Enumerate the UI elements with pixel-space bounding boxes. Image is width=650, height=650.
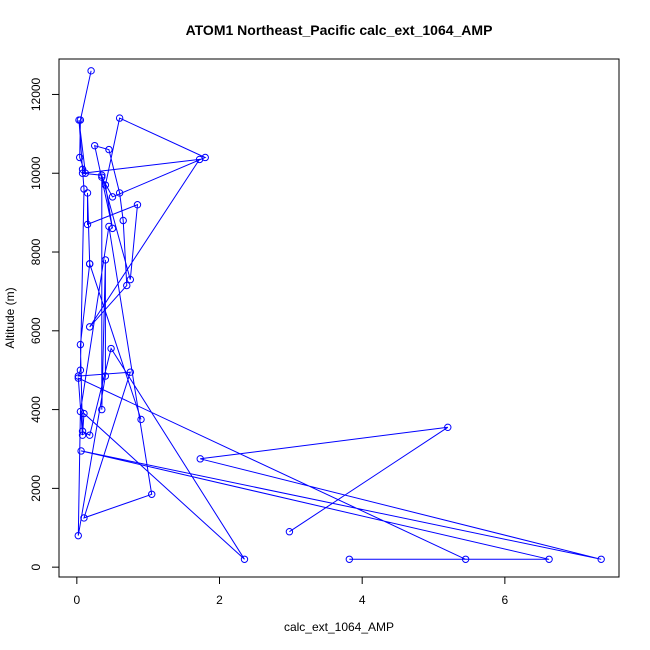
data-point [87,67,95,75]
data-point [78,169,87,177]
data-point [196,455,204,463]
chart-title: ATOM1 Northeast_Pacific calc_ext_1064_AM… [186,22,493,38]
x-tick-label: 6 [502,593,509,607]
data-point [85,260,94,268]
data-point [85,431,94,439]
data-point [108,224,117,233]
data-point [90,141,99,150]
data-point [444,423,452,432]
y-tick-label: 2000 [29,475,43,502]
data-point [80,409,88,418]
data-point [137,415,145,424]
x-tick-label: 4 [359,593,366,607]
data-point [105,145,113,154]
data-point [80,514,88,522]
data-point [107,344,115,353]
data-point [105,222,113,231]
data-point [76,407,85,416]
data-point [101,256,110,264]
data-point [119,216,127,225]
data-point [285,527,294,536]
x-tick-label: 0 [73,593,80,607]
data-point [345,555,354,563]
y-tick-label: 4000 [29,396,43,423]
data-point [83,189,92,197]
data-point [101,181,110,189]
data-point [74,372,82,380]
data-point [101,372,110,380]
series-layer [74,67,605,563]
data-point [74,531,82,540]
y-axis-label: Altitude (m) [3,287,17,348]
y-axis: 0 2000 4000 6000 8000 10000 12000 [29,77,60,570]
data-point [78,431,87,439]
data-point [126,368,135,376]
y-tick-label: 6000 [29,317,43,344]
x-axis-label: calc_ext_1064_AMP [284,620,394,634]
data-point [545,555,553,563]
data-point [195,155,204,164]
data-point [98,405,106,414]
data-point [74,374,82,382]
data-point [85,323,94,331]
data-point [78,427,87,435]
data-point [115,114,124,122]
data-point [75,116,83,124]
data-point [123,281,131,290]
data-point [597,555,605,563]
data-point [98,171,106,179]
data-point [108,193,117,201]
y-tick-label: 12000 [29,77,43,111]
data-point [83,220,92,229]
x-axis: 0 2 4 6 [73,576,509,607]
data-point [461,555,470,563]
data-point [98,173,106,181]
series-line [77,70,602,560]
y-tick-label: 10000 [29,156,43,190]
data-point [133,201,142,209]
data-point [126,275,135,284]
y-tick-label: 8000 [29,238,43,265]
x-tick-label: 2 [216,593,223,607]
data-point [76,340,85,349]
data-point [240,555,249,563]
data-point [77,447,85,455]
data-point [115,189,124,197]
data-point [75,153,84,162]
data-point [148,490,156,498]
y-tick-label: 0 [29,563,43,570]
data-point [78,165,87,173]
